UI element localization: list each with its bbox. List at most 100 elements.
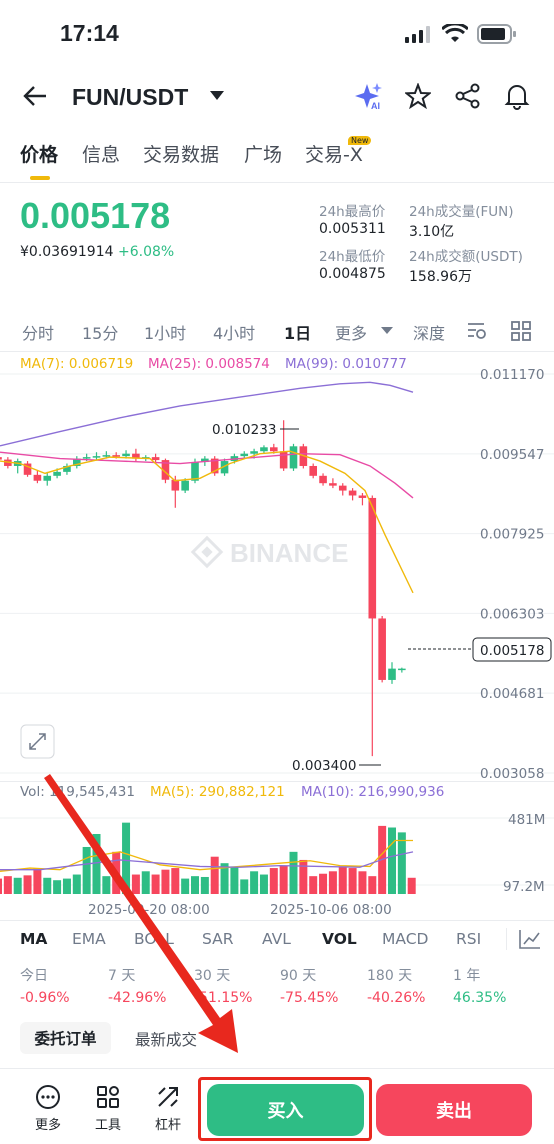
ind-macd[interactable]: MACD [382,930,429,948]
volume-bar [191,876,199,894]
volume-bar [328,871,337,894]
candle-body [388,668,396,680]
bell-icon[interactable] [504,82,530,110]
candle-body [240,453,249,457]
candle-body [23,463,32,475]
indicator-chart-icon[interactable] [518,928,542,950]
ind-rsi[interactable]: RSI [456,930,482,948]
candle-body [33,474,42,481]
ind-sar[interactable]: SAR [202,930,234,948]
perf-value-30d: -51.15% [194,990,253,1006]
buy-button[interactable]: 买入 [207,1084,364,1136]
candle-body [43,475,52,481]
more-icon [36,1085,60,1109]
more-button[interactable]: 更多 [28,1084,68,1133]
volume-bar [13,877,22,894]
candle-body [348,490,357,496]
back-arrow-icon[interactable] [22,85,48,107]
tab-trading-data[interactable]: 交易数据 [143,144,220,166]
volume-bar [279,865,288,894]
y-tick-label: 0.003058 [480,766,544,782]
tab-square[interactable]: 广场 [244,144,283,166]
pair-title[interactable]: FUN/USDT [72,84,189,110]
battery-icon [477,24,516,44]
ind-ema[interactable]: EMA [72,930,106,948]
candlestick-chart[interactable]: BINANCE 0.010233 0.003400 0.011170 0.0095… [0,352,554,782]
share-icon[interactable] [455,83,481,109]
candle-body [289,446,298,469]
candle-body [151,457,160,461]
caret-down-icon[interactable] [210,91,224,101]
volume-chart: 481M 97.2M 2025-09-20 08:00 2025-10-06 0… [0,812,554,918]
status-time: 17:14 [60,20,119,46]
candle-body [171,479,180,491]
perf-label-today: 今日 [20,968,48,984]
volume-bar [151,874,160,894]
tf-15m[interactable]: 15分 [82,324,119,343]
tf-4h[interactable]: 4小时 [213,324,256,343]
tab-trade-x[interactable]: 交易-X [305,144,363,166]
svg-text:AI: AI [371,101,380,110]
high-value: 0.005311 [319,221,386,237]
y-tick-label: 0.007925 [480,527,544,543]
tab-price[interactable]: 价格 [20,144,59,166]
ind-avl[interactable]: AVL [262,930,291,948]
low-value: 0.004875 [319,266,386,282]
ai-sparkle-icon[interactable]: AI [354,82,384,110]
highlight-box [198,1077,372,1141]
tf-more[interactable]: 更多 [335,324,368,343]
volume-bar [112,851,121,894]
tab-latest-trades[interactable]: 最新成交 [135,1031,198,1049]
vol-quote-value: 158.96万 [409,269,472,285]
ma99-legend: MA(99): 0.010777 [285,356,407,372]
layout-grid-icon[interactable] [511,321,531,341]
low-marker-label: 0.003400 [292,758,356,774]
high-label: 24h最高价 [319,204,386,220]
candle-body [368,497,377,619]
volume-bar [407,877,416,894]
candle-body [191,462,199,481]
candle-body [181,480,189,491]
volume-bar [319,873,328,894]
expand-icon[interactable] [20,724,55,759]
tf-depth[interactable]: 深度 [413,324,446,343]
candle-body [132,453,140,459]
perf-label-1y: 1 年 [453,968,481,984]
volume-bar [338,866,347,894]
volume-bar [23,875,32,894]
tab-bar: 价格 信息 交易数据 广场 交易-X New [0,136,554,182]
candle-body [260,447,268,452]
chart-settings-icon[interactable] [466,320,488,340]
leverage-icon [158,1087,178,1107]
candle-body [92,456,101,458]
perf-label-7d: 7 天 [108,968,136,984]
ind-ma[interactable]: MA [20,930,48,948]
perf-label-180d: 180 天 [367,968,413,984]
candle-body [309,465,317,476]
ma7-line [0,450,414,594]
candle-body [82,457,91,459]
volume-bar [348,868,357,894]
y-tick-label: 0.009547 [480,447,544,463]
tools-button[interactable]: 工具 [88,1084,128,1133]
bottom-divider [0,1068,554,1069]
sell-button[interactable]: 卖出 [376,1084,532,1136]
candle-body [73,458,81,466]
more-caret-icon [381,327,393,334]
high-marker: 0.010233 [212,422,299,438]
ind-boll[interactable]: BOLL [134,930,174,948]
star-icon[interactable] [405,83,431,109]
tab-underline [30,176,50,180]
tab-info[interactable]: 信息 [82,144,121,166]
perf-value-180d: -40.26% [367,990,426,1006]
volume-bar [289,851,298,894]
margin-button[interactable]: 杠杆 [148,1084,188,1133]
tab-open-orders[interactable]: 委托订单 [20,1022,111,1054]
volume-bar [62,878,71,894]
tf-1d[interactable]: 1日 [284,324,312,343]
volume-bottom-divider [0,920,554,921]
ind-vol[interactable]: VOL [322,930,357,948]
tf-line[interactable]: 分时 [22,324,55,343]
low-label: 24h最低价 [319,249,386,265]
tf-1h[interactable]: 1小时 [144,324,187,343]
